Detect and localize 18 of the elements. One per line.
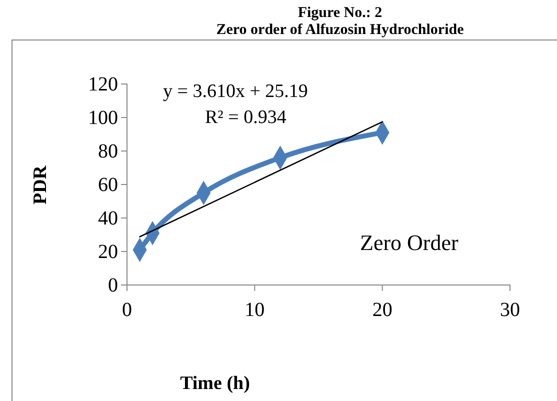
x-tick-label: 0: [122, 299, 132, 321]
y-tick-label: 120: [88, 73, 118, 96]
y-tick-label: 20: [98, 240, 118, 263]
y-tick-label: 60: [98, 174, 118, 196]
annotation: y = 3.610x + 25.19: [163, 81, 308, 102]
x-tick-label: 20: [372, 299, 392, 321]
chart-title: Figure No.: 2: [298, 5, 382, 21]
y-axis-title: PDR: [30, 165, 51, 205]
x-tick-label: 30: [500, 299, 520, 321]
annotation: R² = 0.934: [205, 107, 287, 128]
x-tick-label: 10: [244, 299, 265, 321]
y-tick-label: 40: [98, 207, 118, 230]
y-tick-label: 0: [108, 274, 118, 296]
x-axis-title: Time (h): [180, 373, 250, 394]
y-tick-label: 100: [88, 106, 118, 129]
y-tick-label: 80: [98, 140, 118, 162]
annotation: Zero Order: [360, 230, 460, 255]
chart-subtitle: Zero order of Alfuzosin Hydrochloride: [216, 22, 464, 38]
